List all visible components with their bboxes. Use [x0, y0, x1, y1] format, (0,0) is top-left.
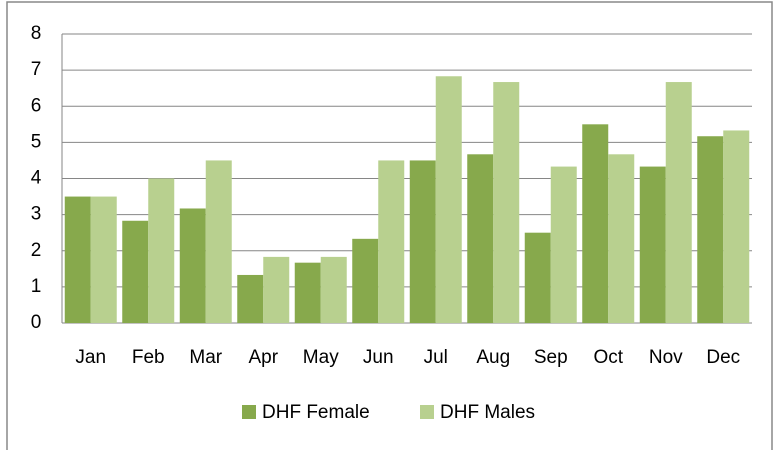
chart-border: [6, 1, 773, 450]
x-tick-label: Jul: [424, 347, 448, 368]
x-tick-label: Sep: [534, 347, 568, 368]
y-tick-label: 2: [31, 240, 42, 261]
y-tick-label: 0: [31, 312, 42, 333]
bar: [467, 154, 494, 323]
x-tick-label: Oct: [593, 347, 623, 368]
bar: [723, 130, 750, 323]
x-tick-label: May: [303, 347, 339, 368]
bar: [697, 136, 724, 323]
bar: [378, 160, 405, 323]
bar: [665, 82, 692, 323]
x-tick-label: Jun: [363, 347, 394, 368]
bar: [524, 232, 551, 323]
bar: [122, 220, 149, 323]
y-tick-label: 6: [31, 95, 42, 116]
y-tick-label: 1: [31, 276, 42, 297]
x-tick-label: Nov: [649, 347, 683, 368]
bar: [435, 76, 462, 323]
y-tick-label: 7: [31, 59, 42, 80]
bar: [409, 160, 436, 323]
x-tick-label: Feb: [132, 347, 165, 368]
y-tick-label: 3: [31, 204, 42, 225]
bar: [148, 178, 175, 323]
bar: [294, 262, 321, 323]
bar: [582, 124, 609, 323]
x-tick-label: Jan: [75, 347, 106, 368]
bar: [352, 238, 379, 323]
y-tick-label: 5: [31, 131, 42, 152]
bar: [205, 160, 232, 323]
x-tick-label: Mar: [189, 347, 222, 368]
x-tick-label: Dec: [706, 347, 740, 368]
y-tick-label: 4: [31, 168, 42, 189]
x-tick-label: Aug: [476, 347, 510, 368]
bar: [263, 256, 290, 323]
bar: [608, 154, 635, 323]
x-tick-label: Apr: [248, 347, 278, 368]
bar: [90, 196, 117, 323]
y-tick-label: 8: [31, 23, 42, 44]
legend-swatch: [242, 405, 256, 419]
bar: [64, 196, 91, 323]
bar: [179, 208, 206, 323]
bar: [320, 256, 347, 323]
legend-swatch: [420, 405, 434, 419]
bar: [550, 166, 577, 323]
legend-label: DHF Female: [262, 402, 370, 423]
bar: [639, 166, 666, 323]
bar: [237, 274, 264, 323]
bar: [493, 82, 520, 323]
legend-label: DHF Males: [440, 402, 535, 423]
